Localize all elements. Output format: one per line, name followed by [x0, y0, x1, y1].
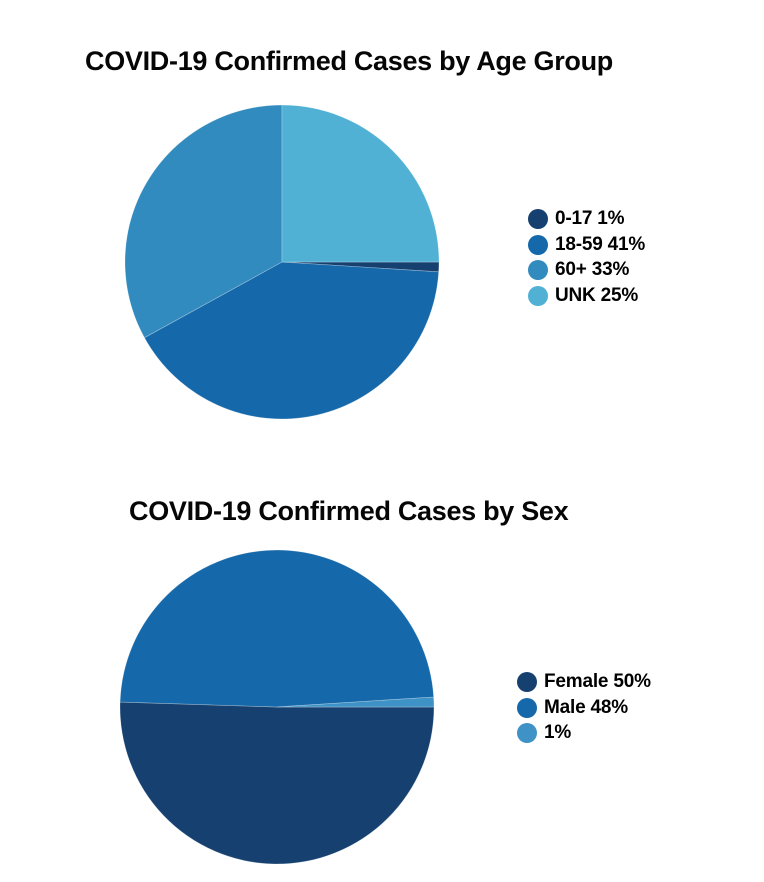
- legend-item-UNK: UNK 25%: [528, 284, 645, 307]
- legend-label: Male 48%: [544, 696, 628, 718]
- pie-slice-UNK: [281, 104, 440, 263]
- legend-color-dot-icon: [528, 234, 548, 255]
- age-group-chart-title: COVID-19 Confirmed Cases by Age Group: [85, 46, 614, 76]
- legend-color-dot-icon: [528, 209, 548, 230]
- sex-legend: Female 50% Male 48% 1%: [517, 672, 651, 744]
- legend-label: 18-59 41%: [555, 233, 646, 255]
- legend-label: 1%: [544, 722, 572, 744]
- legend-label: UNK 25%: [555, 284, 639, 306]
- age-group-pie-chart: [124, 104, 440, 420]
- legend-item-0-17: 0-17 1%: [528, 209, 645, 230]
- legend-color-dot-icon: [528, 260, 548, 281]
- legend-color-dot-icon: [517, 672, 537, 693]
- legend-color-dot-icon: [517, 697, 537, 718]
- legend-item-60+: 60+ 33%: [528, 260, 645, 281]
- sex-chart-title: COVID-19 Confirmed Cases by Sex: [129, 496, 569, 526]
- legend-item-Male: Male 48%: [517, 696, 651, 719]
- legend-item-unlabeled: 1%: [517, 723, 651, 744]
- age-group-legend: 0-17 1% 18-59 41% 60+ 33% UNK 25%: [528, 209, 645, 306]
- legend-label: Female 50%: [544, 671, 651, 693]
- legend-label: 60+ 33%: [555, 259, 630, 281]
- legend-item-Female: Female 50%: [517, 672, 651, 693]
- legend-color-dot-icon: [528, 285, 548, 306]
- pie-slice-18-59: [144, 261, 440, 420]
- legend-label: 0-17 1%: [555, 208, 625, 230]
- legend-item-18-59: 18-59 41%: [528, 233, 646, 256]
- pie-slice-Male: [119, 549, 435, 708]
- legend-color-dot-icon: [517, 723, 537, 744]
- pie-slice-Female: [119, 701, 435, 865]
- pie-slice-unlabeled: [276, 696, 435, 708]
- pie-slice-0-17: [281, 261, 440, 273]
- pie-slice-60+: [124, 104, 283, 338]
- sex-pie-chart: [119, 549, 435, 865]
